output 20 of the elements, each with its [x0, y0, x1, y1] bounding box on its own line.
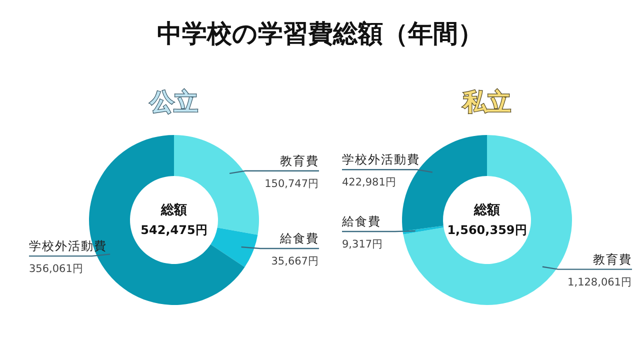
slice-label: 学校外活動費 — [342, 152, 420, 167]
slice-label: 給食費 — [279, 232, 319, 246]
chart-title: 公立 — [149, 88, 198, 116]
chart-title: 私立 — [462, 88, 511, 116]
text: 総額 — [473, 202, 500, 218]
data-label: 356,061円 — [29, 263, 84, 276]
text: 総額 — [160, 202, 187, 218]
data-label: 35,667円 — [271, 256, 319, 268]
data-label: 150,747円 — [264, 178, 319, 190]
text: 中学校の学習費総額（年間） — [157, 19, 483, 48]
donut-slice — [210, 228, 258, 268]
slice-label: 学校外活動費 — [29, 239, 107, 254]
data-label: 9,317円 — [342, 238, 384, 251]
slice-label: 教育費 — [593, 252, 632, 266]
slice-label: 教育費 — [280, 154, 319, 168]
data-label: 422,981円 — [342, 176, 396, 189]
data-label: 1,128,061円 — [568, 276, 632, 288]
slice-label: 給食費 — [341, 214, 381, 229]
text: 1,560,359円 — [447, 223, 527, 237]
text: 542,475円 — [140, 223, 208, 237]
